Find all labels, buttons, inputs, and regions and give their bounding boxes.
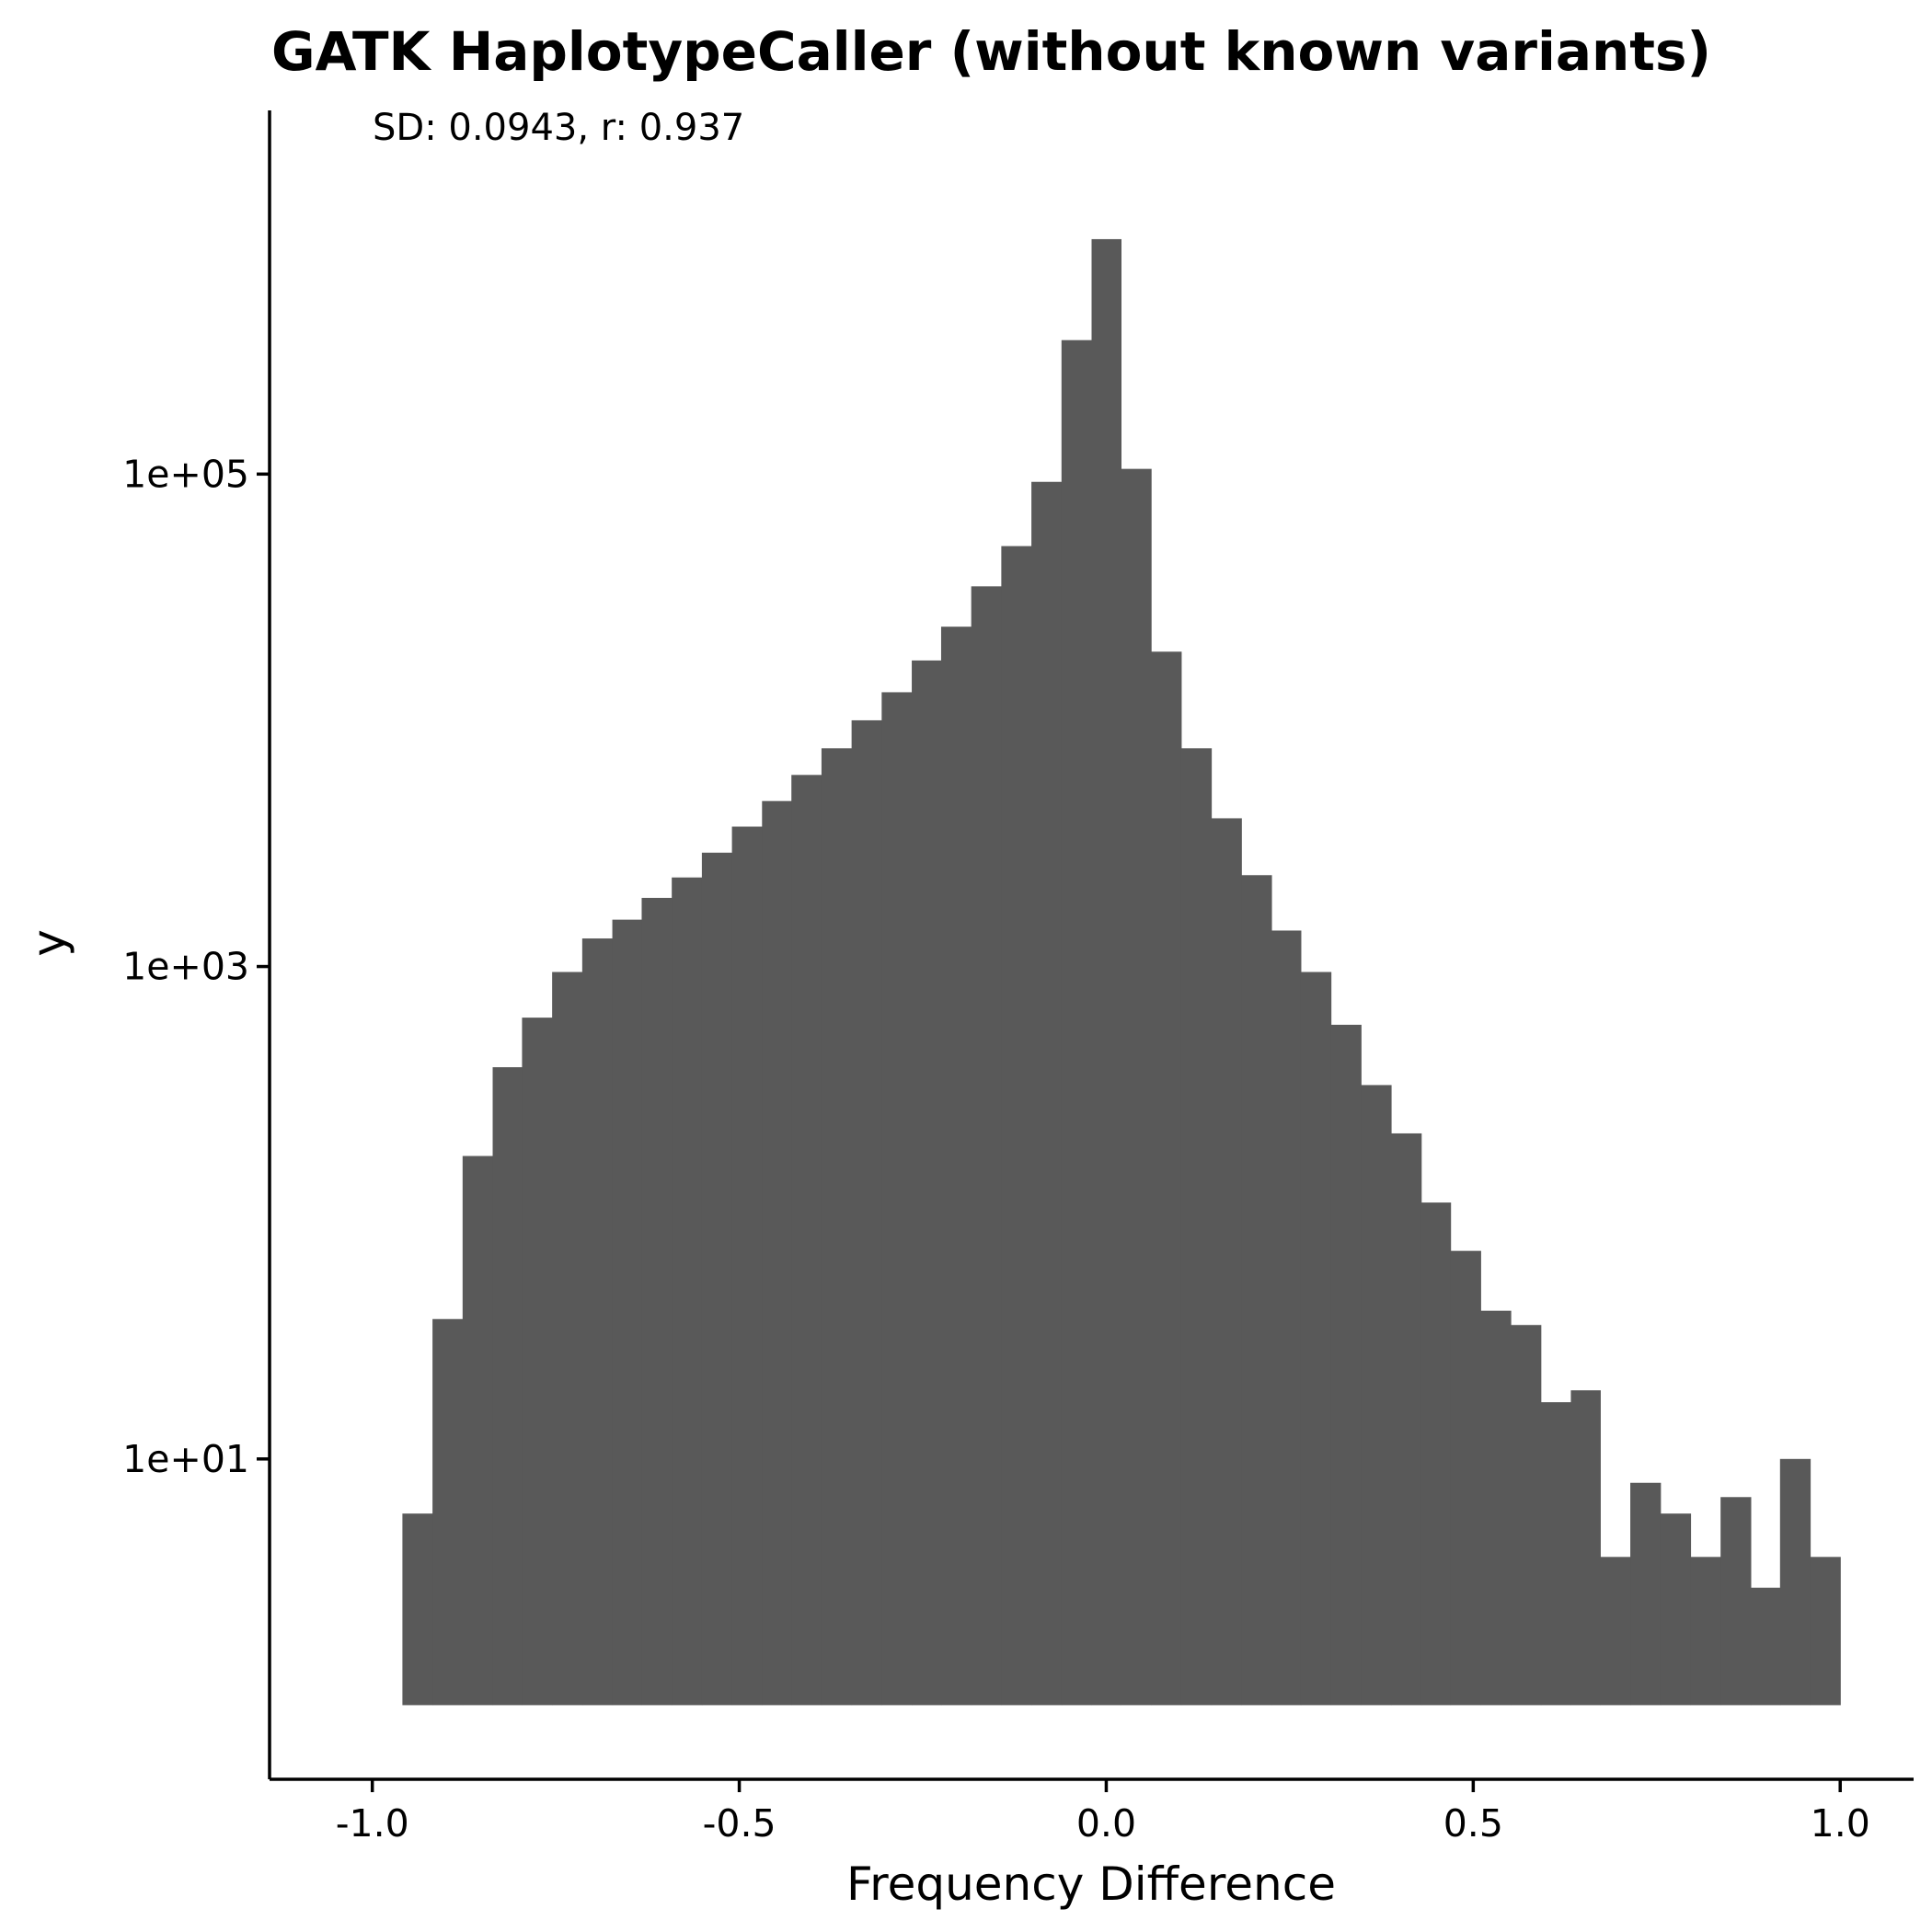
histogram-bar-4	[522, 1018, 553, 1706]
histogram-bar-22	[1061, 339, 1093, 1706]
histogram-bar-29	[1271, 930, 1302, 1706]
histogram-bar-43	[1690, 1557, 1721, 1706]
histogram-bar-19	[971, 586, 1002, 1706]
histogram-bar-14	[821, 748, 853, 1706]
x-tick-label-4: 1.0	[1811, 1801, 1870, 1846]
x-tick-label-2: 0.0	[1076, 1801, 1136, 1846]
histogram-bar-37	[1511, 1325, 1542, 1706]
histogram-bar-10	[701, 852, 733, 1706]
histogram-bar-28	[1241, 875, 1272, 1706]
histogram-bar-23	[1091, 238, 1122, 1706]
histogram-bar-26	[1180, 748, 1213, 1706]
histogram-bar-46	[1779, 1458, 1811, 1706]
histogram-bar-47	[1810, 1557, 1841, 1706]
x-axis-ticks: -1.0 -0.5 0.0 0.5 1.0	[336, 1779, 1870, 1846]
histogram-bar-8	[641, 897, 673, 1706]
x-axis-label: Frequency Difference	[846, 1857, 1336, 1911]
histogram-bar-1	[432, 1318, 464, 1706]
histogram-bar-20	[1001, 546, 1032, 1706]
histogram-bar-45	[1750, 1587, 1781, 1706]
chart-title: GATK HaplotypeCaller (without known vari…	[271, 20, 1711, 83]
histogram-bar-6	[581, 938, 614, 1706]
histogram-bar-24	[1121, 468, 1152, 1706]
histogram-bar-17	[912, 660, 942, 1706]
histogram-bar-33	[1390, 1133, 1422, 1706]
histogram-bar-11	[731, 826, 763, 1706]
y-axis-ticks: 1e+01 1e+03 1e+05	[122, 452, 270, 1481]
histogram-bar-5	[552, 972, 583, 1706]
histogram-bar-30	[1300, 972, 1332, 1706]
histogram-bar-0	[402, 1513, 433, 1706]
x-tick-label-3: 0.5	[1443, 1801, 1503, 1846]
histogram-bar-9	[672, 877, 703, 1706]
histogram-bar-25	[1151, 651, 1182, 1706]
histogram-bar-13	[791, 775, 822, 1706]
histogram-bar-34	[1420, 1202, 1452, 1706]
histogram-bar-32	[1361, 1085, 1392, 1706]
y-axis-label: y	[22, 929, 75, 957]
histogram-bar-35	[1450, 1250, 1481, 1706]
histogram-bar-18	[940, 627, 972, 1706]
histogram-bar-15	[851, 719, 882, 1706]
stats-annotation: SD: 0.0943, r: 0.937	[373, 107, 744, 149]
histogram-bar-39	[1570, 1390, 1601, 1706]
histogram-bar-31	[1330, 1024, 1362, 1706]
y-tick-label-2: 1e+05	[122, 452, 249, 496]
histogram-bar-40	[1600, 1557, 1631, 1706]
histogram-bar-27	[1211, 818, 1242, 1706]
histogram-bars	[402, 238, 1841, 1706]
histogram-bar-36	[1480, 1310, 1512, 1706]
x-tick-label-0: -1.0	[336, 1801, 409, 1846]
histogram-bar-38	[1540, 1402, 1572, 1706]
histogram-bar-7	[612, 919, 643, 1706]
histogram-bar-16	[881, 692, 913, 1706]
y-tick-label-1: 1e+03	[122, 945, 249, 989]
y-tick-label-0: 1e+01	[122, 1437, 249, 1481]
histogram-bar-41	[1630, 1482, 1662, 1706]
histogram-bar-2	[462, 1156, 494, 1706]
histogram-bar-3	[492, 1067, 523, 1706]
x-tick-label-1: -0.5	[703, 1801, 776, 1846]
histogram-bar-44	[1720, 1497, 1752, 1706]
histogram-bar-21	[1031, 481, 1063, 1706]
histogram-bar-42	[1660, 1513, 1692, 1706]
histogram-bar-12	[762, 800, 792, 1706]
